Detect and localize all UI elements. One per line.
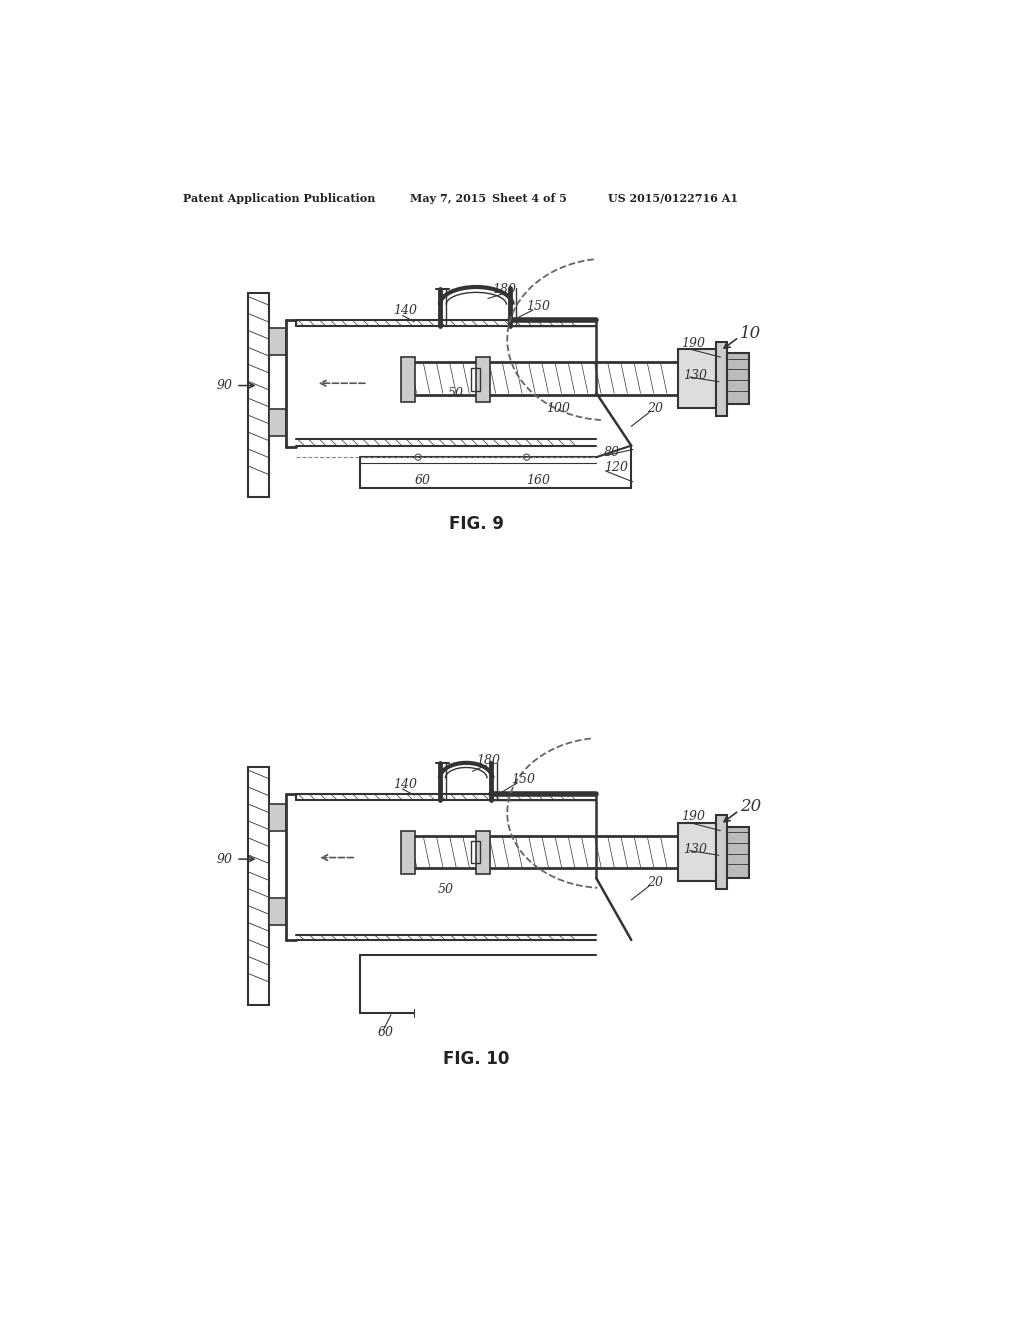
Text: 150: 150 [526,300,550,313]
Text: 120: 120 [603,462,628,474]
Text: 150: 150 [511,772,535,785]
Bar [677,822,715,882]
Text: 10: 10 [739,326,760,342]
Text: 140: 140 [393,305,417,317]
Text: 50: 50 [447,387,463,400]
Text: 90: 90 [216,379,232,392]
Text: 130: 130 [683,842,706,855]
Text: Sheet 4 of 5: Sheet 4 of 5 [491,193,567,205]
Text: 20: 20 [647,875,663,888]
Text: 50: 50 [437,883,453,896]
Bar [248,293,269,498]
Text: FIG. 10: FIG. 10 [442,1051,508,1068]
Bar [677,350,715,408]
Text: 60: 60 [414,474,430,487]
Text: 100: 100 [545,403,570,416]
Bar [269,898,286,924]
Bar [471,841,480,863]
Text: 60: 60 [377,1026,393,1039]
Bar [715,342,727,416]
Bar [727,354,748,404]
Text: May 7, 2015: May 7, 2015 [410,193,486,205]
Text: 180: 180 [476,754,499,767]
Bar [269,409,286,436]
Text: 180: 180 [491,282,516,296]
Text: 20: 20 [739,799,760,816]
Bar [715,816,727,890]
Text: US 2015/0122716 A1: US 2015/0122716 A1 [607,193,738,205]
Text: 90: 90 [216,853,232,866]
Bar [400,358,415,401]
Text: 190: 190 [681,810,705,824]
Bar [476,358,490,401]
Text: Patent Application Publication: Patent Application Publication [183,193,375,205]
Bar [727,826,748,878]
Text: 130: 130 [683,370,706,381]
Bar [269,804,286,830]
Bar [269,327,286,355]
Bar [471,368,480,391]
Text: 190: 190 [681,337,705,350]
Text: FIG. 9: FIG. 9 [448,515,503,533]
Bar [248,767,269,1006]
Text: 20: 20 [647,403,663,416]
Bar [476,830,490,874]
Bar [400,830,415,874]
Text: 160: 160 [526,474,550,487]
Text: 80: 80 [603,446,620,459]
Text: 140: 140 [393,777,417,791]
